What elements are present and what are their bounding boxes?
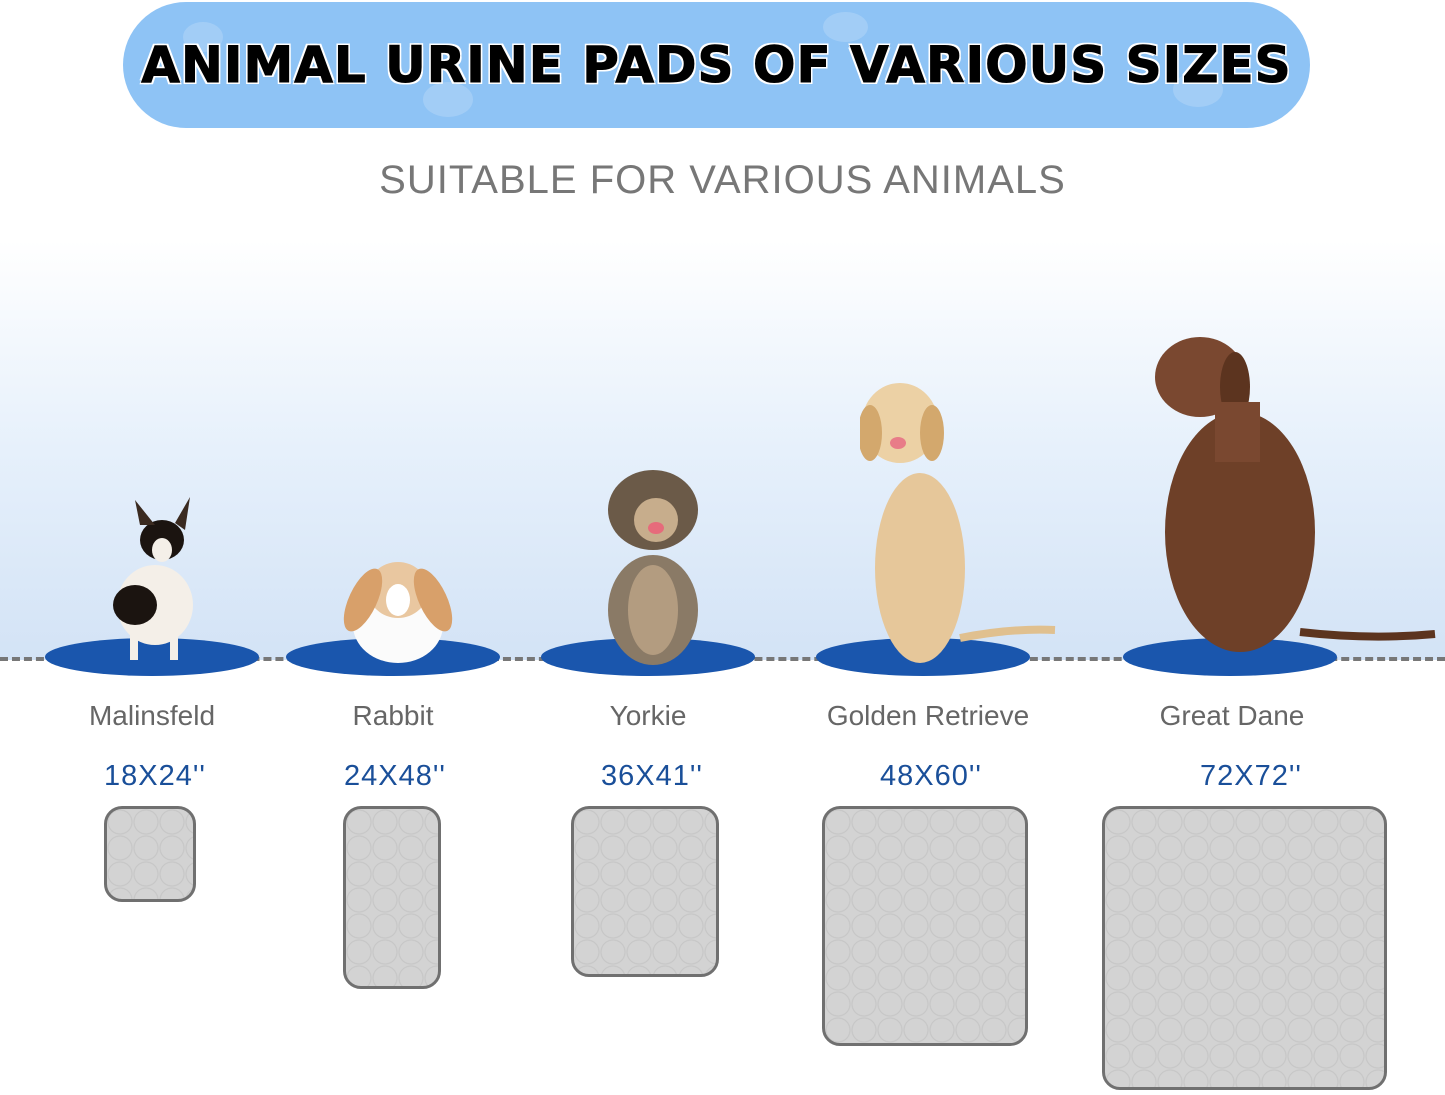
size-label: 24X48'' (344, 760, 446, 792)
golden-retriever-image (860, 383, 1056, 663)
animal-label: Rabbit (352, 700, 434, 731)
size-label: 36X41'' (601, 760, 703, 792)
title-banner: ANIMAL URINE PADS OF VARIOUS SIZES (123, 2, 1310, 128)
rabbit-image (343, 562, 453, 663)
page-title: ANIMAL URINE PADS OF VARIOUS SIZES (141, 36, 1292, 95)
subtitle: SUITABLE FOR VARIOUS ANIMALS (379, 158, 1066, 202)
size-label: 18X24'' (104, 760, 206, 792)
pad-48x60 (822, 806, 1028, 1046)
pad-36x41 (571, 806, 719, 977)
size-label: 48X60'' (880, 760, 982, 792)
great-dane-image (1155, 337, 1436, 652)
pad-24x48 (343, 806, 441, 989)
pad-18x24 (104, 806, 196, 902)
yorkie-image (608, 470, 698, 665)
animal-label: Yorkie (609, 700, 687, 731)
animal-label: Golden Retrieve (826, 700, 1030, 731)
chihuahua-image (113, 497, 193, 660)
size-label: 72X72'' (1200, 760, 1302, 792)
animal-label: Malinsfeld (88, 700, 216, 731)
pad-72x72 (1102, 806, 1387, 1090)
animal-label: Great Dane (1159, 700, 1305, 731)
